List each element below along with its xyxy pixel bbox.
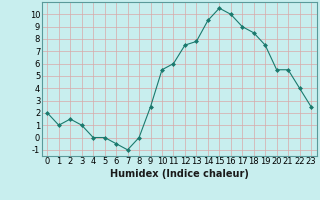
X-axis label: Humidex (Indice chaleur): Humidex (Indice chaleur) — [110, 169, 249, 179]
